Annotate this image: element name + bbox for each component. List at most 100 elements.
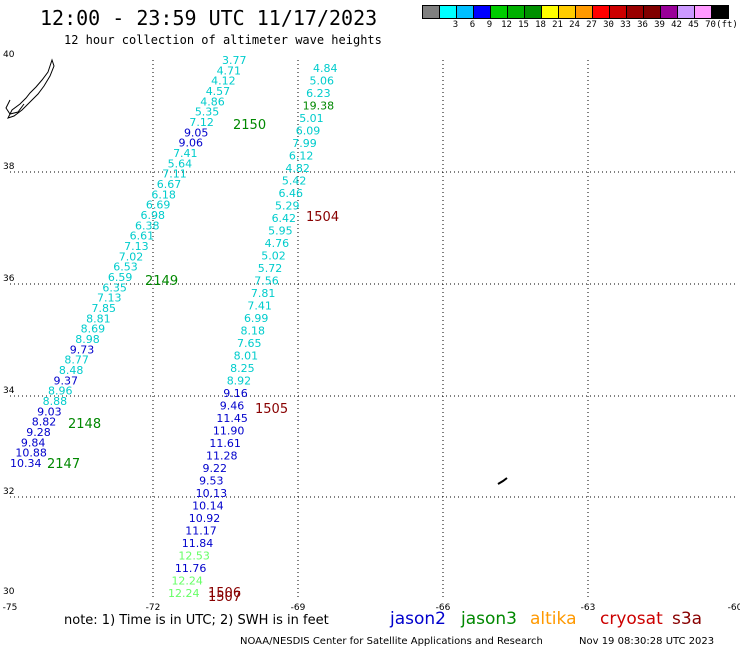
wave-height-value: 10.34 — [10, 457, 42, 470]
wave-height-value: 19.38 — [303, 100, 335, 113]
legend-item-s3a: s3a — [672, 609, 703, 629]
colorbar-tick-label: 27 — [586, 20, 597, 30]
wave-height-value: 6.35 — [102, 281, 127, 294]
wave-height-value: 10.14 — [192, 500, 224, 513]
colorbar-swatch — [711, 5, 729, 19]
colorbar-tick-label: 33 — [620, 20, 631, 30]
wave-height-value: 7.41 — [247, 300, 272, 313]
wave-height-value: 7.65 — [237, 337, 261, 350]
wave-height-value: 4.12 — [211, 75, 236, 88]
latitude-label: 36 — [3, 274, 15, 284]
wave-height-value: 8.18 — [241, 325, 266, 338]
wave-height-value: 9.84 — [21, 436, 46, 449]
wave-height-value: 4.71 — [217, 64, 242, 77]
pass-number-label: 2149 — [145, 274, 178, 289]
wave-height-value: 11.76 — [175, 562, 207, 575]
pass-number-label: 1507 — [208, 590, 241, 605]
wave-height-value: 9.46 — [220, 400, 245, 413]
wave-height-value: 5.02 — [261, 250, 286, 263]
wave-height-value: 6.99 — [244, 312, 269, 325]
wave-height-value: 7.41 — [173, 147, 198, 160]
wave-height-value: 7.56 — [254, 275, 278, 288]
footnote: note: 1) Time is in UTC; 2) SWH is in fe… — [64, 613, 329, 628]
latitude-label: 40 — [3, 50, 15, 60]
wave-height-value: 6.09 — [296, 125, 321, 138]
pass-number-label: 2150 — [233, 118, 266, 133]
latitude-label: 34 — [3, 386, 15, 396]
wave-height-value: 12.24 — [168, 587, 200, 600]
wave-height-value: 7.81 — [251, 287, 276, 300]
wave-height-value: 8.98 — [75, 333, 100, 346]
wave-height-value: 6.46 — [278, 187, 303, 200]
wave-height-value: 6.42 — [272, 212, 297, 225]
wave-height-value: 8.77 — [64, 354, 89, 367]
wave-height-value: 9.73 — [70, 343, 95, 356]
bermuda-island — [497, 477, 508, 485]
colorbar-tick-label: 24 — [569, 20, 580, 30]
wave-height-value: 9.05 — [184, 126, 209, 139]
longitude-label: -69 — [291, 603, 306, 613]
wave-height-value: 6.38 — [135, 219, 160, 232]
wave-height-value: 4.76 — [265, 237, 290, 250]
wave-height-value: 7.12 — [189, 116, 214, 129]
colorbar-tick-label: 45 — [688, 20, 699, 30]
chart-title: 12:00 - 23:59 UTC 11/17/2023 — [40, 6, 378, 30]
wave-height-value: 5.29 — [275, 200, 300, 213]
latitude-label: 30 — [3, 587, 15, 597]
wave-height-value: 7.85 — [92, 302, 117, 315]
longitude-label: -72 — [146, 603, 161, 613]
wave-height-value: 4.57 — [206, 85, 231, 98]
wave-height-value: 7.02 — [119, 250, 144, 263]
wave-height-value: 7.99 — [292, 137, 317, 150]
wave-height-value: 6.59 — [108, 271, 133, 284]
wave-height-value: 4.84 — [313, 62, 338, 75]
wave-height-value: 11.84 — [182, 537, 214, 550]
colorbar-tick-labels: 3 6 9 12 15 18 21 24 27 30 33 36 39 42 45 70 (ft) — [422, 20, 740, 32]
wave-height-value: 8.88 — [43, 395, 68, 408]
wave-height-value: 10.92 — [189, 512, 221, 525]
wave-height-value: 8.81 — [86, 312, 111, 325]
footer-credit: NOAA/NESDIS Center for Satellite Applica… — [240, 636, 543, 647]
wave-height-value: 8.82 — [32, 416, 57, 429]
wave-height-value: 7.13 — [124, 240, 148, 253]
latitude-label: 32 — [3, 487, 14, 497]
footer-timestamp: Nov 19 08:30:28 UTC 2023 — [579, 636, 715, 647]
colorbar-tick-label: 6 — [469, 20, 476, 30]
legend-item-jason2: jason2 — [390, 609, 446, 629]
legend-item-altika: altika — [530, 609, 577, 629]
wave-height-value: 9.53 — [199, 475, 224, 488]
wave-height-value: 5.95 — [268, 225, 293, 238]
coastline — [5, 99, 25, 115]
wave-height-value: 6.18 — [151, 188, 176, 201]
wave-height-value: 7.11 — [162, 168, 187, 181]
wave-height-value: 9.06 — [179, 137, 204, 150]
wave-height-value: 8.69 — [81, 323, 106, 336]
colorbar-tick-label: 9 — [486, 20, 493, 30]
wave-height-value: 8.25 — [230, 362, 255, 375]
wave-height-value: 11.61 — [209, 437, 241, 450]
colorbar-tick-label: 3 — [452, 20, 459, 30]
longitude-label: -75 — [3, 603, 18, 613]
latitude-label: 38 — [3, 162, 15, 172]
legend-item-jason3: jason3 — [461, 609, 517, 629]
wave-height-value: 6.98 — [140, 209, 165, 222]
pass-number-label: 1504 — [306, 210, 339, 225]
chart-subtitle: 12 hour collection of altimeter wave hei… — [64, 33, 382, 47]
wave-height-value: 8.92 — [227, 375, 252, 388]
longitude-label: -66 — [436, 603, 451, 613]
colorbar-tick-label: 30 — [603, 20, 614, 30]
colorbar-tick-label: 15 — [518, 20, 529, 30]
wave-height-value: 6.12 — [289, 150, 314, 163]
colorbar-tick-label: 18 — [535, 20, 546, 30]
wave-height-value: 8.01 — [234, 350, 259, 363]
wave-height-value: 6.69 — [146, 199, 171, 212]
wave-height-value: 11.45 — [216, 412, 248, 425]
wave-height-value: 5.01 — [299, 112, 324, 125]
wave-height-value: 5.35 — [195, 106, 220, 119]
pass-number-label: 2147 — [47, 457, 80, 472]
wave-height-value: 11.90 — [213, 425, 245, 438]
longitude-label: -63 — [581, 603, 596, 613]
wave-height-value: 9.28 — [26, 426, 51, 439]
wave-height-value: 6.61 — [130, 230, 155, 243]
